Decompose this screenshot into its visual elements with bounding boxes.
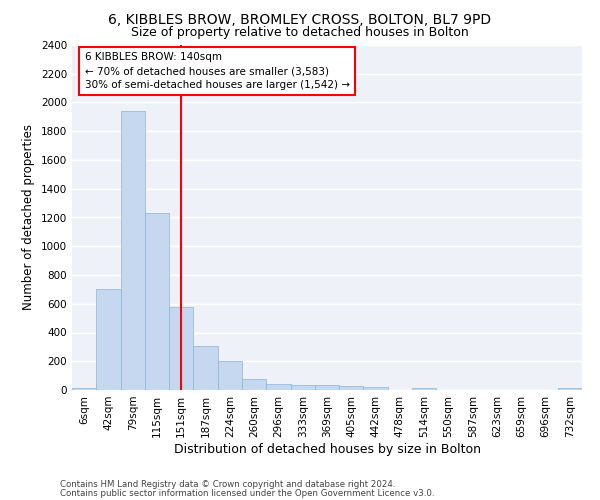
Bar xyxy=(96,290,121,390)
Text: 6, KIBBLES BROW, BROMLEY CROSS, BOLTON, BL7 9PD: 6, KIBBLES BROW, BROMLEY CROSS, BOLTON, … xyxy=(109,12,491,26)
Bar xyxy=(72,388,96,390)
Bar xyxy=(339,386,364,390)
X-axis label: Distribution of detached houses by size in Bolton: Distribution of detached houses by size … xyxy=(173,442,481,456)
Bar xyxy=(290,385,315,390)
Text: Contains HM Land Registry data © Crown copyright and database right 2024.: Contains HM Land Registry data © Crown c… xyxy=(60,480,395,489)
Bar xyxy=(193,346,218,390)
Text: 6 KIBBLES BROW: 140sqm
← 70% of detached houses are smaller (3,583)
30% of semi-: 6 KIBBLES BROW: 140sqm ← 70% of detached… xyxy=(85,52,350,90)
Bar xyxy=(364,387,388,390)
Text: Size of property relative to detached houses in Bolton: Size of property relative to detached ho… xyxy=(131,26,469,39)
Text: Contains public sector information licensed under the Open Government Licence v3: Contains public sector information licen… xyxy=(60,490,434,498)
Bar xyxy=(145,213,169,390)
Bar xyxy=(169,308,193,390)
Bar xyxy=(558,388,582,390)
Bar xyxy=(242,378,266,390)
Bar xyxy=(315,385,339,390)
Bar xyxy=(412,388,436,390)
Bar xyxy=(218,361,242,390)
Bar xyxy=(266,384,290,390)
Y-axis label: Number of detached properties: Number of detached properties xyxy=(22,124,35,310)
Bar xyxy=(121,111,145,390)
